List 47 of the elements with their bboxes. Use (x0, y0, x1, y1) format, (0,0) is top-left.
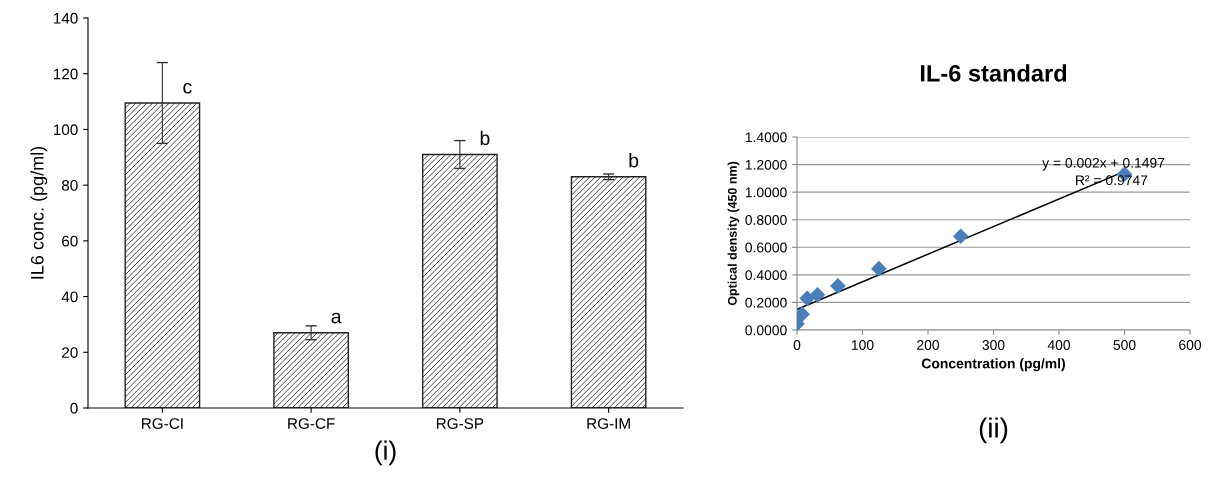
bar (273, 332, 350, 408)
point (871, 261, 887, 277)
chart-title: IL-6 standard (920, 64, 1067, 82)
y-tick-label: 0.2000 (745, 297, 787, 308)
text: (ii) (979, 417, 1008, 444)
bar (124, 102, 201, 408)
point (809, 287, 826, 303)
y-tick-label: 20 (62, 347, 78, 358)
x-tick-label: RG-CF (288, 418, 335, 429)
annotation: a (331, 312, 342, 324)
point (953, 228, 969, 244)
y-tick-label: 0.8000 (745, 215, 787, 225)
x-tick-label: RG-SP (436, 418, 484, 429)
y-tick-label: 1.2000 (745, 159, 787, 170)
y-tick-label: 100 (53, 124, 78, 136)
y-axis-title: IL6 conc. (pg/ml) (30, 146, 48, 279)
y-tick-label: 0.0000 (745, 325, 787, 336)
annotation: y = 0.002x + 0.1497 (1042, 157, 1165, 171)
point (799, 290, 815, 306)
annotation: b (629, 153, 639, 168)
x-tick-label: 500 (1113, 340, 1136, 350)
text: (i) (375, 440, 396, 466)
y-tick-label: 1.0000 (745, 187, 787, 198)
bar (570, 176, 647, 408)
x-tick-label: 600 (1179, 340, 1202, 350)
y-tick-label: 140 (53, 12, 78, 24)
y-tick-label: 0.4000 (745, 270, 787, 281)
point (830, 278, 846, 294)
y-axis-title: Optical density (450 nm) (727, 161, 740, 306)
y-tick-label: 60 (62, 235, 78, 247)
annotation: b (480, 130, 490, 146)
y-tick-label: 1.4000 (745, 132, 787, 143)
x-axis-title: Concentration (pg/ml) (921, 358, 1065, 372)
x-tick-label: 400 (1047, 340, 1071, 350)
bar (421, 153, 498, 408)
x-tick-label: 100 (851, 340, 874, 350)
x-tick-label: RG-IM (587, 418, 630, 429)
y-tick-label: 80 (61, 180, 78, 191)
x-tick-label: RG-CI (141, 418, 183, 429)
x-tick-label: 200 (917, 340, 940, 350)
y-tick-label: 0.6000 (745, 242, 787, 253)
y-tick-label: 0 (70, 402, 78, 414)
annotation: c (183, 82, 192, 94)
x-tick-label: 0 (793, 340, 801, 350)
y-tick-label: 120 (53, 68, 78, 80)
x-tick-label: 300 (982, 340, 1005, 350)
y-tick-label: 40 (61, 291, 78, 303)
